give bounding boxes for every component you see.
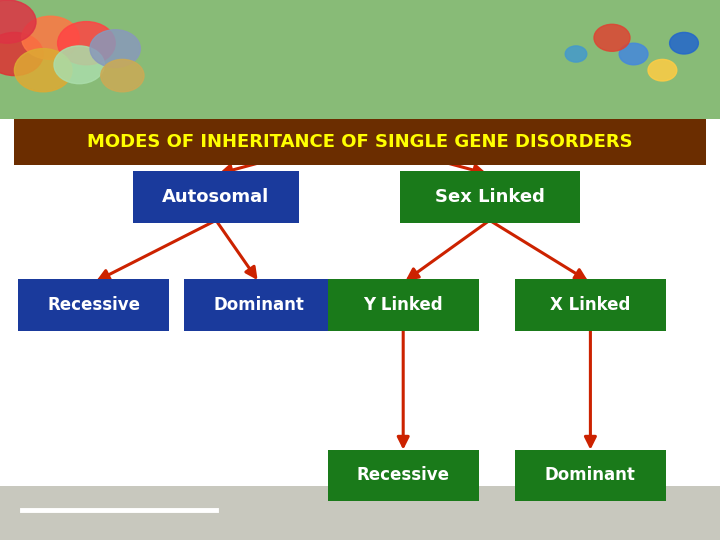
FancyBboxPatch shape	[515, 280, 666, 330]
Circle shape	[14, 49, 72, 92]
FancyBboxPatch shape	[184, 280, 335, 330]
Circle shape	[58, 22, 115, 65]
Text: Dominant: Dominant	[545, 466, 636, 484]
Circle shape	[54, 46, 104, 84]
Circle shape	[90, 30, 140, 68]
FancyBboxPatch shape	[0, 0, 720, 119]
Circle shape	[0, 32, 43, 76]
FancyBboxPatch shape	[328, 449, 479, 501]
Text: Recessive: Recessive	[47, 296, 140, 314]
Text: MODES OF INHERITANCE OF SINGLE GENE DISORDERS: MODES OF INHERITANCE OF SINGLE GENE DISO…	[87, 133, 633, 151]
Circle shape	[0, 0, 36, 43]
FancyBboxPatch shape	[14, 119, 706, 165]
FancyBboxPatch shape	[515, 449, 666, 501]
FancyBboxPatch shape	[400, 172, 580, 222]
Circle shape	[22, 16, 79, 59]
Circle shape	[648, 59, 677, 81]
Circle shape	[619, 43, 648, 65]
Text: Sex Linked: Sex Linked	[435, 188, 544, 206]
Circle shape	[670, 32, 698, 54]
Circle shape	[594, 24, 630, 51]
Text: Recessive: Recessive	[356, 466, 450, 484]
FancyBboxPatch shape	[18, 280, 169, 330]
Circle shape	[565, 46, 587, 62]
Text: X Linked: X Linked	[550, 296, 631, 314]
FancyBboxPatch shape	[0, 486, 720, 540]
Circle shape	[101, 59, 144, 92]
Text: Dominant: Dominant	[214, 296, 305, 314]
FancyBboxPatch shape	[133, 172, 299, 222]
FancyBboxPatch shape	[328, 280, 479, 330]
Text: Y Linked: Y Linked	[364, 296, 443, 314]
Text: Autosomal: Autosomal	[163, 188, 269, 206]
